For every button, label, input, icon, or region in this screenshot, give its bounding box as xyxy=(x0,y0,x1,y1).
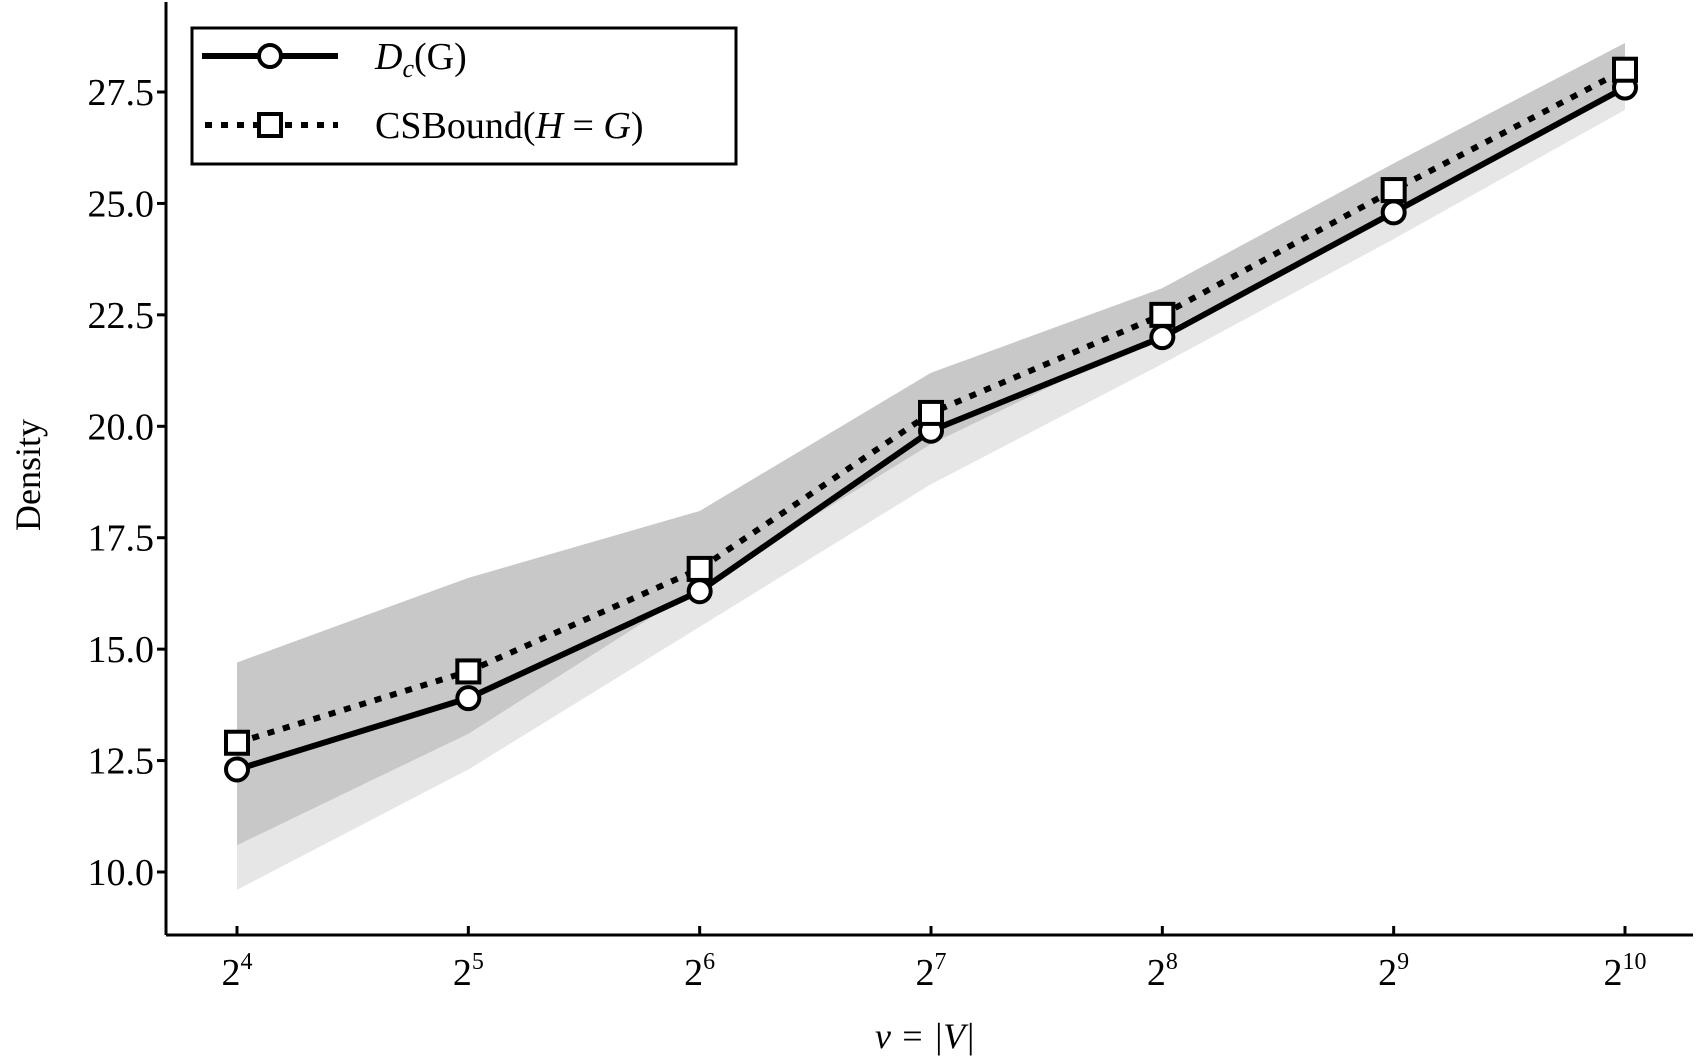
legend-cs-eq: = xyxy=(563,105,603,147)
series-markers xyxy=(224,56,1638,783)
point-square xyxy=(224,729,250,756)
x-tick-base: 2 xyxy=(1604,952,1623,994)
legend-item-csbound: CSBound(H = G) xyxy=(205,105,643,147)
point-circle xyxy=(1149,324,1176,351)
x-tick-base: 2 xyxy=(1147,952,1166,994)
y-tick-label: 10.0 xyxy=(88,852,155,894)
x-tick-base: 2 xyxy=(453,952,472,994)
legend-cs-g: G xyxy=(603,105,630,147)
x-tick-base: 2 xyxy=(684,952,703,994)
point-square xyxy=(686,555,713,582)
legend-cs-pre: CSBound( xyxy=(375,105,535,147)
y-tick-label: 15.0 xyxy=(88,629,155,671)
legend-item-dc: Dc(G) xyxy=(202,36,467,83)
x-tick-label: 24 xyxy=(222,949,253,994)
x-tick-label: 26 xyxy=(684,949,715,994)
legend-dc-main: D xyxy=(374,36,402,78)
x-tick-label: 25 xyxy=(453,949,484,994)
legend-cs-h: H xyxy=(534,105,565,147)
x-tick-base: 2 xyxy=(916,952,935,994)
point-circle xyxy=(1380,199,1407,226)
legend-cs-post: ) xyxy=(631,105,644,147)
y-tick-label: 27.5 xyxy=(88,72,155,114)
x-tick-exponent: 9 xyxy=(1397,949,1409,975)
point-square xyxy=(918,399,944,426)
point-circle xyxy=(224,756,250,783)
point-square xyxy=(1380,177,1407,204)
x-tick-exponent: 5 xyxy=(472,949,484,975)
svg-text:CSBound(H = G): CSBound(H = G) xyxy=(375,105,643,147)
legend-dc-sub: c xyxy=(402,54,414,83)
confidence-bands xyxy=(237,42,1625,890)
point-circle xyxy=(455,685,482,712)
legend: Dc(G) CSBound(H = G) xyxy=(190,26,738,166)
point-square xyxy=(455,658,482,685)
point-square xyxy=(1149,301,1176,328)
axes: 10.012.515.017.520.022.525.027.524 25 26 27… xyxy=(88,2,1693,994)
x-tick-exponent: 6 xyxy=(703,949,715,975)
y-tick-label: 20.0 xyxy=(88,406,155,448)
x-tick-exponent: 4 xyxy=(241,949,253,975)
point-square xyxy=(1612,56,1638,83)
legend-marker-square xyxy=(257,112,283,138)
y-tick-label: 22.5 xyxy=(88,295,155,337)
legend-dc-rest: (G) xyxy=(414,36,467,78)
y-tick-label: 25.0 xyxy=(88,183,155,225)
x-tick-exponent: 8 xyxy=(1166,949,1178,975)
legend-marker-circle xyxy=(257,43,283,69)
x-tick-label: 28 xyxy=(1147,949,1178,994)
x-tick-label: 210 xyxy=(1604,949,1647,994)
point-circle xyxy=(686,578,713,605)
x-tick-label: 27 xyxy=(916,949,947,994)
band-series-1 xyxy=(237,87,1625,890)
svg-text:Dc(G): Dc(G) xyxy=(374,36,467,83)
y-tick-label: 12.5 xyxy=(88,741,155,783)
x-tick-exponent: 7 xyxy=(935,949,947,975)
y-axis-title: Density xyxy=(8,419,48,531)
x-tick-base: 2 xyxy=(1378,952,1397,994)
x-tick-exponent: 10 xyxy=(1623,949,1647,975)
x-axis-title: v = |V| xyxy=(875,1016,975,1056)
y-tick-label: 17.5 xyxy=(88,518,155,560)
legend-box xyxy=(190,26,738,166)
x-tick-label: 29 xyxy=(1378,949,1409,994)
x-tick-base: 2 xyxy=(222,952,241,994)
